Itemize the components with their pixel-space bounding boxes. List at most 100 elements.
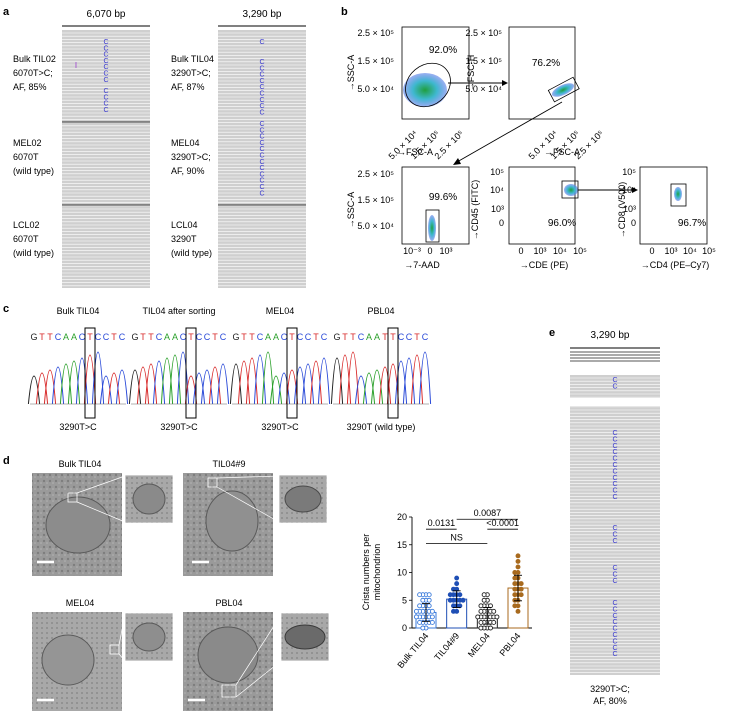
flow-xtick-3-1: 0 <box>427 246 432 256</box>
igv-a2-variant-base: C <box>259 184 264 191</box>
label-a2-1-l1: MEL04 <box>171 138 200 148</box>
igv-e-variant-base: C <box>612 571 617 578</box>
flow-xlabel-2: →FSC-A <box>544 147 580 157</box>
igv-e-variant-base: C <box>612 449 617 456</box>
crista-point <box>512 586 518 592</box>
em-zoom-box-mel <box>109 644 120 655</box>
igv-e-variant-base: C <box>612 613 617 620</box>
chromatogram-peak <box>418 351 432 405</box>
crista-point <box>417 592 423 598</box>
flow-pct-5: 96.7% <box>678 218 706 229</box>
igv-a1-variant-base: C <box>103 58 108 65</box>
label-a2-0: Bulk TIL04 3290T>C; AF, 87% <box>171 52 214 94</box>
flow-plot-3: 99.6% 2.5 × 10⁵ 1.5 × 10⁵ 5.0 × 10⁴ 10⁻³… <box>346 166 470 270</box>
label-a1-2-l2: 6070T <box>13 234 39 244</box>
crista-point <box>420 597 426 603</box>
em-zoom-line-pbl-1 <box>235 614 282 686</box>
chromatogram-base: T <box>111 332 117 342</box>
chromatogram-base: T <box>188 332 194 342</box>
igv-a2-variant-base: C <box>259 146 264 153</box>
igv-a1-variant-base: C <box>103 88 108 95</box>
igv-a1-variant-base: C <box>103 94 108 101</box>
igv-a2-reads-bg <box>218 30 306 288</box>
chromatogram-peak <box>394 360 408 405</box>
em-nucleus-bulk <box>45 496 111 554</box>
flow-ytick-4-0: 10⁵ <box>490 167 504 177</box>
chromatogram-peak <box>27 375 41 405</box>
chromatogram-base: T <box>390 332 396 342</box>
igv-a2-variant-base: C <box>259 65 264 72</box>
flow-xlabel-1: →FSC-A <box>397 147 433 157</box>
crista-category-label: MEL04 <box>466 631 492 659</box>
chromatogram-peak <box>35 372 49 405</box>
igv-e-variant-base: C <box>612 538 617 545</box>
em-nucleus-mel <box>41 634 95 686</box>
em-title-bulk: Bulk TIL04 <box>59 459 102 469</box>
igv-a2-variant-base: C <box>259 39 264 46</box>
chromatogram-base: G <box>232 332 239 342</box>
crista-point <box>478 603 484 609</box>
igv-a2-variant-base: C <box>259 84 264 91</box>
chromatogram-peak <box>293 366 307 405</box>
igv-e-variant-base: C <box>612 619 617 626</box>
chromatogram-highlight-box <box>185 327 197 419</box>
flow-density-5 <box>674 187 682 201</box>
igv-a2-variant-base: C <box>259 190 264 197</box>
flow-density-3 <box>428 215 436 241</box>
crista-category-label: TIL04#9 <box>432 631 461 663</box>
flow-plot-frame-4 <box>508 166 576 245</box>
label-a1-0-l1: Bulk TIL02 <box>13 54 56 64</box>
igv-e-variant-base: C <box>612 456 617 463</box>
crista-point <box>475 614 481 620</box>
crista-sig-label: 0.0087 <box>474 508 502 518</box>
crista-point <box>512 581 518 587</box>
igv-e-variant-base: C <box>612 645 617 652</box>
crista-point <box>512 603 518 609</box>
crista-point <box>426 603 432 609</box>
flow-plot-5: 96.7% 10⁵ 10⁴ 10³ 0 0 10³ 10⁴ 10⁵ →CD4 (… <box>617 166 716 270</box>
igv-a1-variant-base: C <box>103 107 108 114</box>
igv-e-variant-base: C <box>612 632 617 639</box>
igv-a2-variant-base: C <box>259 178 264 185</box>
flow-gate-3 <box>425 209 440 243</box>
crista-sig-label: 0.0131 <box>428 518 456 528</box>
flow-pct-3: 99.6% <box>429 192 457 203</box>
igv-a1-reads-bg <box>62 30 150 288</box>
flow-gate-4 <box>561 180 579 199</box>
gate-arrow-2 <box>456 101 563 163</box>
chromatogram-peak <box>115 369 129 405</box>
flow-xtick-4-1: 10³ <box>533 246 546 256</box>
igv-track-title-2: 3,290 bp <box>242 9 282 20</box>
em-inset-mito-pbl <box>284 624 326 650</box>
igv-a2-variant-base: C <box>259 121 264 128</box>
igv-e-variant-base: C <box>612 468 617 475</box>
flow-density-2 <box>551 83 575 97</box>
chromatogram-base: A <box>71 332 77 342</box>
label-a1-2-l1: LCL02 <box>13 220 40 230</box>
chromatogram-peak <box>67 360 81 405</box>
chromatogram-peak <box>378 366 392 405</box>
igv-e-variant-base: C <box>612 481 617 488</box>
igv-a2-variant-base: C <box>259 159 264 166</box>
crista-point <box>451 608 456 614</box>
chromatogram-caption-3: 3290T (wild type) <box>347 422 416 432</box>
chromatogram-peak <box>99 375 113 405</box>
chromatogram-peak <box>192 372 206 405</box>
crista-point <box>417 603 423 609</box>
igv-a1-variant-base: C <box>103 39 108 46</box>
chromatogram-base: T <box>47 332 53 342</box>
igv-e-variant-base: C <box>612 651 617 658</box>
chromatogram-title-3: PBL04 <box>367 306 394 316</box>
igv-e-variant-base: C <box>612 430 617 437</box>
igv-e-variant-base: C <box>612 600 617 607</box>
panel-label-b: b <box>341 6 348 18</box>
panel-b: 92.0% 2.5 × 10⁵ 1.5 × 10⁵ 5.0 × 10⁴ 5.0 … <box>346 26 716 270</box>
flow-ytick-5-1: 10⁴ <box>622 185 636 195</box>
flow-xtick-4-0: 0 <box>518 246 523 256</box>
flow-xtick-3-0: 10⁻³ <box>403 246 421 256</box>
igv-track-title-1: 6,070 bp <box>86 9 126 20</box>
crista-point <box>491 608 497 614</box>
chromatogram-peak <box>277 372 291 405</box>
chromatogram-base: T <box>140 332 146 342</box>
